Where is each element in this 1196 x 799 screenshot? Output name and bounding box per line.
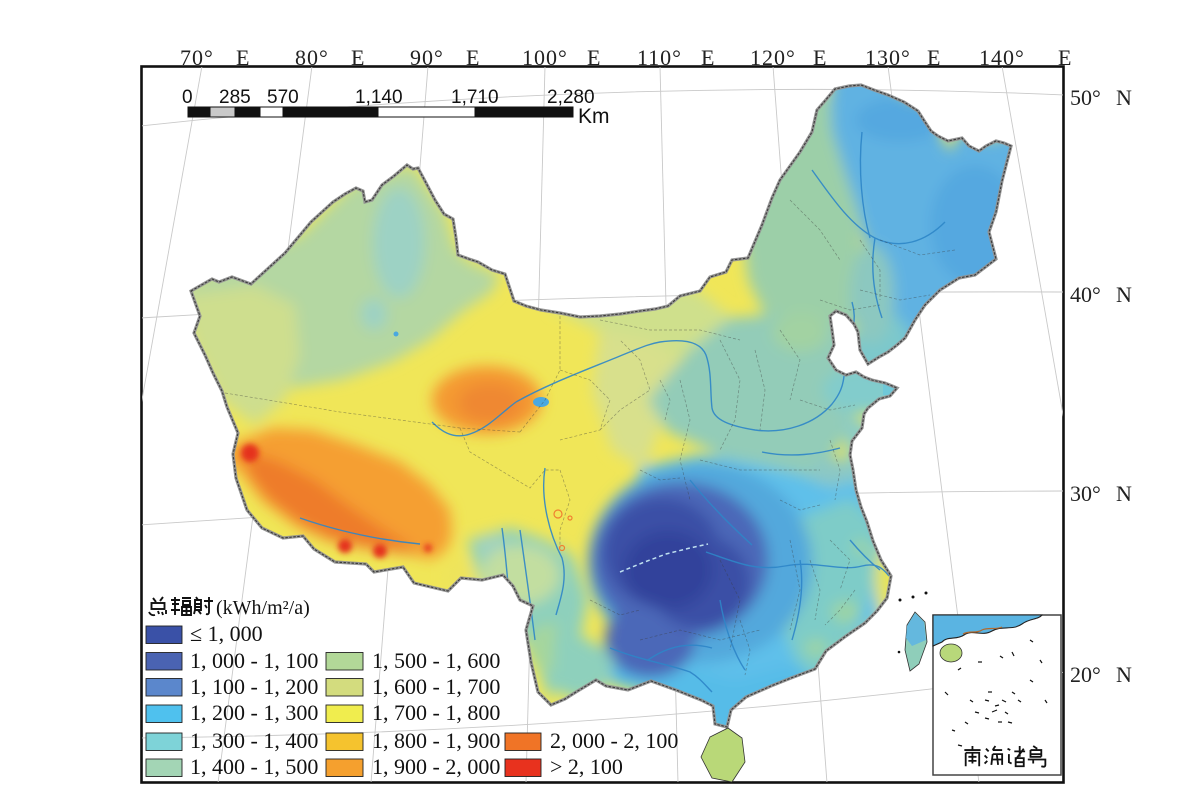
svg-text:(kWh/m²/a): (kWh/m²/a): [216, 597, 310, 619]
svg-text:1, 400 - 1, 500: 1, 400 - 1, 500: [190, 754, 318, 779]
svg-text:1, 600 - 1, 700: 1, 600 - 1, 700: [372, 674, 500, 699]
svg-text:1, 800 - 1, 900: 1, 800 - 1, 900: [372, 728, 500, 753]
svg-text:285: 285: [219, 87, 251, 108]
svg-text:2, 000 - 2, 100: 2, 000 - 2, 100: [550, 728, 678, 753]
svg-text:1, 300 - 1, 400: 1, 300 - 1, 400: [190, 728, 318, 753]
svg-text:1, 900 - 2, 000: 1, 900 - 2, 000: [372, 754, 500, 779]
svg-text:1,710: 1,710: [451, 87, 499, 108]
svg-text:1,140: 1,140: [355, 87, 403, 108]
svg-text:570: 570: [267, 87, 299, 108]
svg-text:2,280: 2,280: [547, 87, 595, 108]
svg-text:1, 000 - 1, 100: 1, 000 - 1, 100: [190, 648, 318, 673]
svg-text:Km: Km: [578, 105, 610, 128]
svg-text:1, 700 - 1, 800: 1, 700 - 1, 800: [372, 700, 500, 725]
svg-text:1, 100 - 1, 200: 1, 100 - 1, 200: [190, 674, 318, 699]
svg-text:1, 200 - 1, 300: 1, 200 - 1, 300: [190, 700, 318, 725]
svg-text:≤ 1, 000: ≤ 1, 000: [190, 621, 263, 646]
svg-text:0: 0: [182, 87, 193, 108]
svg-text:1, 500 - 1, 600: 1, 500 - 1, 600: [372, 648, 500, 673]
svg-text:> 2, 100: > 2, 100: [550, 754, 623, 779]
